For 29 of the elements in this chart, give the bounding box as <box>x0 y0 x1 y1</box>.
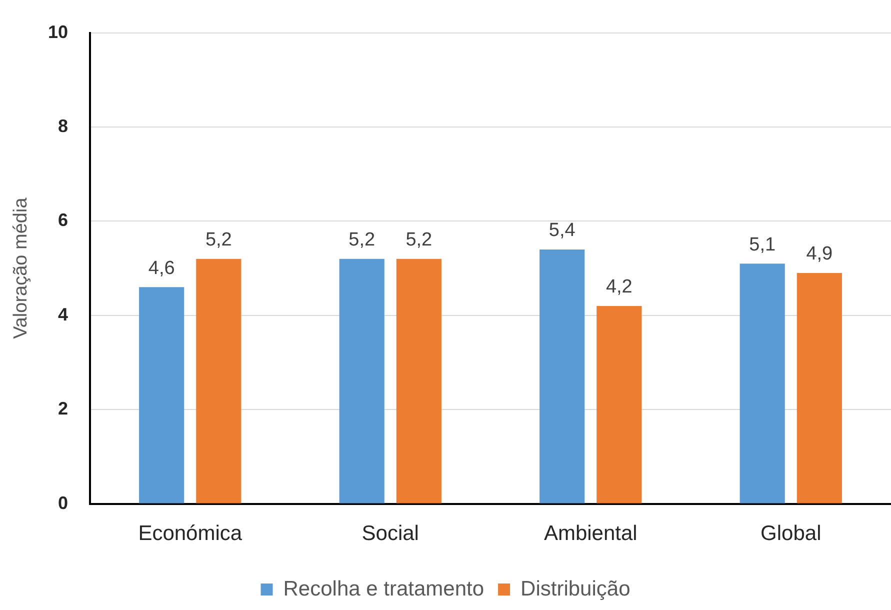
x-tick-label: Global <box>760 522 822 546</box>
bar <box>139 287 184 504</box>
legend-label: Recolha e tratamento <box>283 577 484 600</box>
data-label: 4,2 <box>606 276 632 298</box>
data-label: 4,9 <box>806 244 833 265</box>
y-tick-label: 6 <box>58 210 68 230</box>
bar <box>596 306 642 504</box>
legend-label: Distribuição <box>520 577 630 600</box>
y-tick-label: 2 <box>58 398 68 419</box>
bar <box>339 258 384 504</box>
x-tick-label: Económica <box>138 522 242 546</box>
y-tick-label: 10 <box>48 22 68 42</box>
y-axis-title: Valoração média <box>10 197 32 339</box>
y-tick-label: 8 <box>58 116 68 136</box>
x-tick-label: Ambiental <box>544 522 638 546</box>
data-label: 5,2 <box>348 230 376 251</box>
data-label: 5,4 <box>548 220 576 242</box>
y-tick-label: 0 <box>58 492 68 513</box>
bar <box>740 264 785 504</box>
bar <box>796 273 842 504</box>
data-label: 4,6 <box>148 258 175 279</box>
y-tick-label: 4 <box>58 304 68 324</box>
bar <box>540 249 585 504</box>
data-label: 5,1 <box>749 234 776 256</box>
bar <box>196 258 242 504</box>
data-label: 5,2 <box>205 230 232 251</box>
x-tick-label: Social <box>362 522 419 546</box>
data-label: 5,2 <box>406 230 432 251</box>
bar <box>396 258 442 504</box>
